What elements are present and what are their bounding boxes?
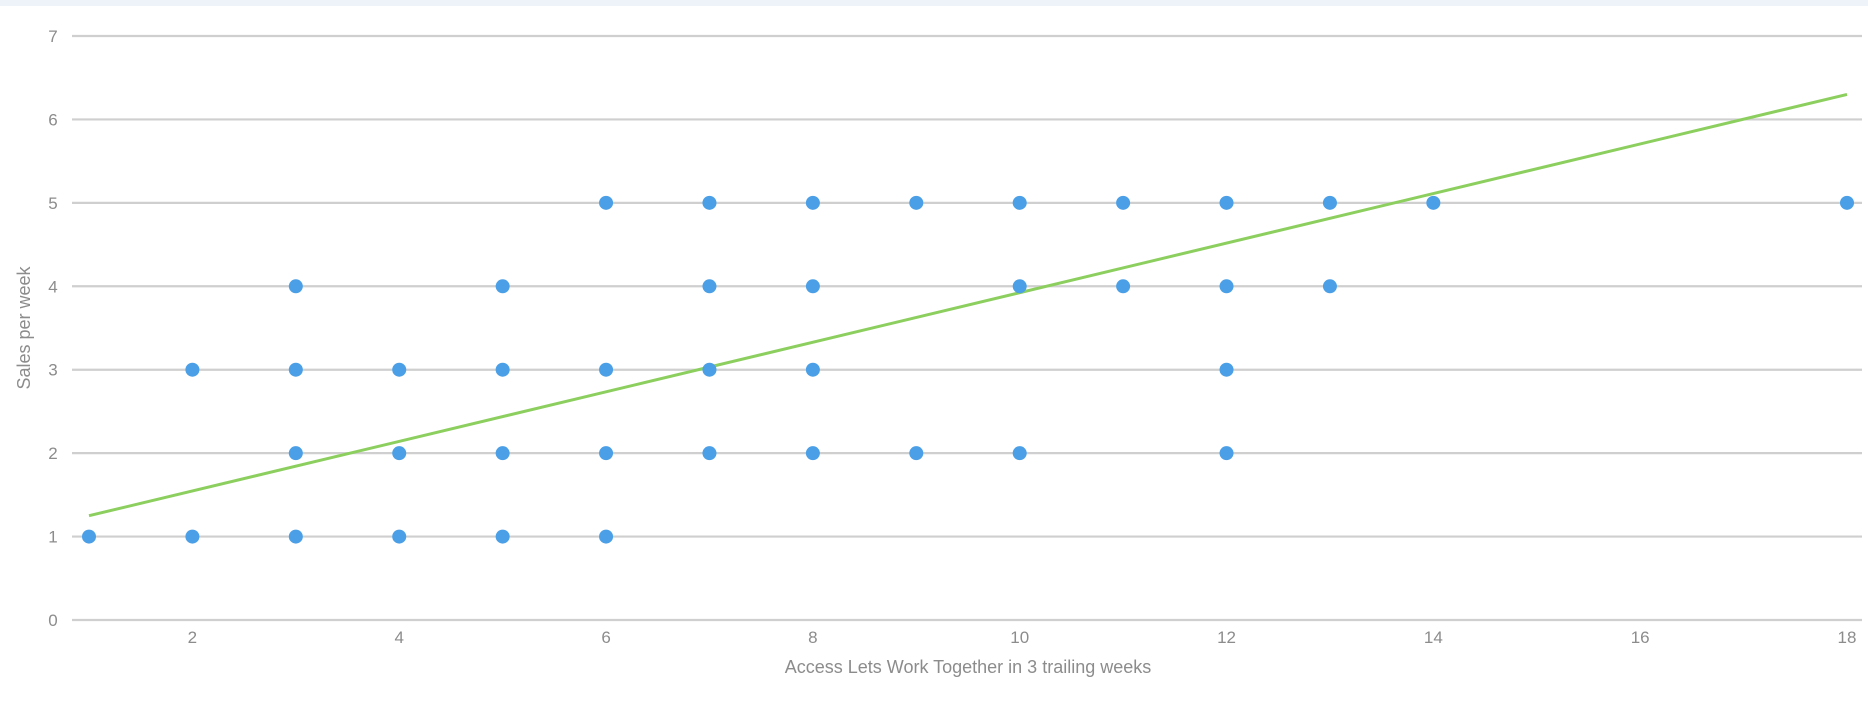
data-point — [1219, 446, 1234, 461]
y-tick-label: 2 — [48, 444, 57, 463]
data-point — [599, 529, 614, 544]
data-point — [909, 446, 924, 461]
data-point — [909, 195, 924, 210]
data-point — [392, 446, 407, 461]
data-point — [495, 279, 510, 294]
gridlines — [72, 34, 1862, 622]
data-point — [1426, 195, 1441, 210]
data-point — [495, 362, 510, 377]
x-tick-label: 14 — [1424, 628, 1443, 647]
data-point — [185, 362, 200, 377]
y-tick-label: 0 — [48, 611, 57, 630]
data-point — [1012, 279, 1027, 294]
data-point — [1012, 195, 1027, 210]
data-point — [702, 279, 717, 294]
data-point — [392, 362, 407, 377]
data-point — [805, 279, 820, 294]
data-point — [805, 195, 820, 210]
data-point — [288, 529, 303, 544]
y-tick-label: 5 — [48, 194, 57, 213]
data-point — [1840, 195, 1854, 210]
y-tick-label: 4 — [48, 277, 57, 296]
data-point — [702, 195, 717, 210]
data-point — [82, 529, 96, 544]
y-tick-label: 1 — [48, 528, 57, 547]
x-tick-label: 16 — [1631, 628, 1650, 647]
data-point — [1322, 279, 1337, 294]
data-point — [288, 446, 303, 461]
data-point — [599, 195, 614, 210]
data-point — [1116, 279, 1131, 294]
trend-line — [88, 92, 1848, 518]
x-axis-label: Access Lets Work Together in 3 trailing … — [785, 657, 1152, 677]
data-point — [1219, 362, 1234, 377]
data-point — [805, 362, 820, 377]
data-point — [1012, 446, 1027, 461]
data-point — [288, 362, 303, 377]
top-border-strip — [0, 0, 1868, 6]
data-point — [288, 279, 303, 294]
y-tick-label: 6 — [48, 110, 57, 129]
data-point — [1219, 279, 1234, 294]
data-point — [392, 529, 407, 544]
data-point — [702, 362, 717, 377]
data-point — [805, 446, 820, 461]
data-point — [495, 446, 510, 461]
x-tick-label: 10 — [1010, 628, 1029, 647]
x-tick-label: 18 — [1838, 628, 1857, 647]
data-point — [1116, 195, 1131, 210]
data-point — [1322, 195, 1337, 210]
y-tick-label: 7 — [48, 27, 57, 46]
x-tick-label: 4 — [395, 628, 404, 647]
x-tick-label: 12 — [1217, 628, 1236, 647]
x-tick-label: 6 — [601, 628, 610, 647]
x-tick-label: 2 — [188, 628, 197, 647]
data-point — [185, 529, 200, 544]
y-tick-label: 3 — [48, 361, 57, 380]
data-point — [599, 362, 614, 377]
y-axis-label: Sales per week — [14, 265, 34, 389]
data-points — [82, 195, 1854, 544]
trendline-layer — [88, 92, 1848, 518]
data-point — [1219, 195, 1234, 210]
x-tick-labels: 2 4 6 8 10 12 14 16 18 — [188, 628, 1857, 647]
data-point — [702, 446, 717, 461]
data-point — [495, 529, 510, 544]
y-tick-labels: 0 1 2 3 4 5 6 7 — [48, 27, 57, 630]
data-point — [599, 446, 614, 461]
x-tick-label: 8 — [808, 628, 817, 647]
